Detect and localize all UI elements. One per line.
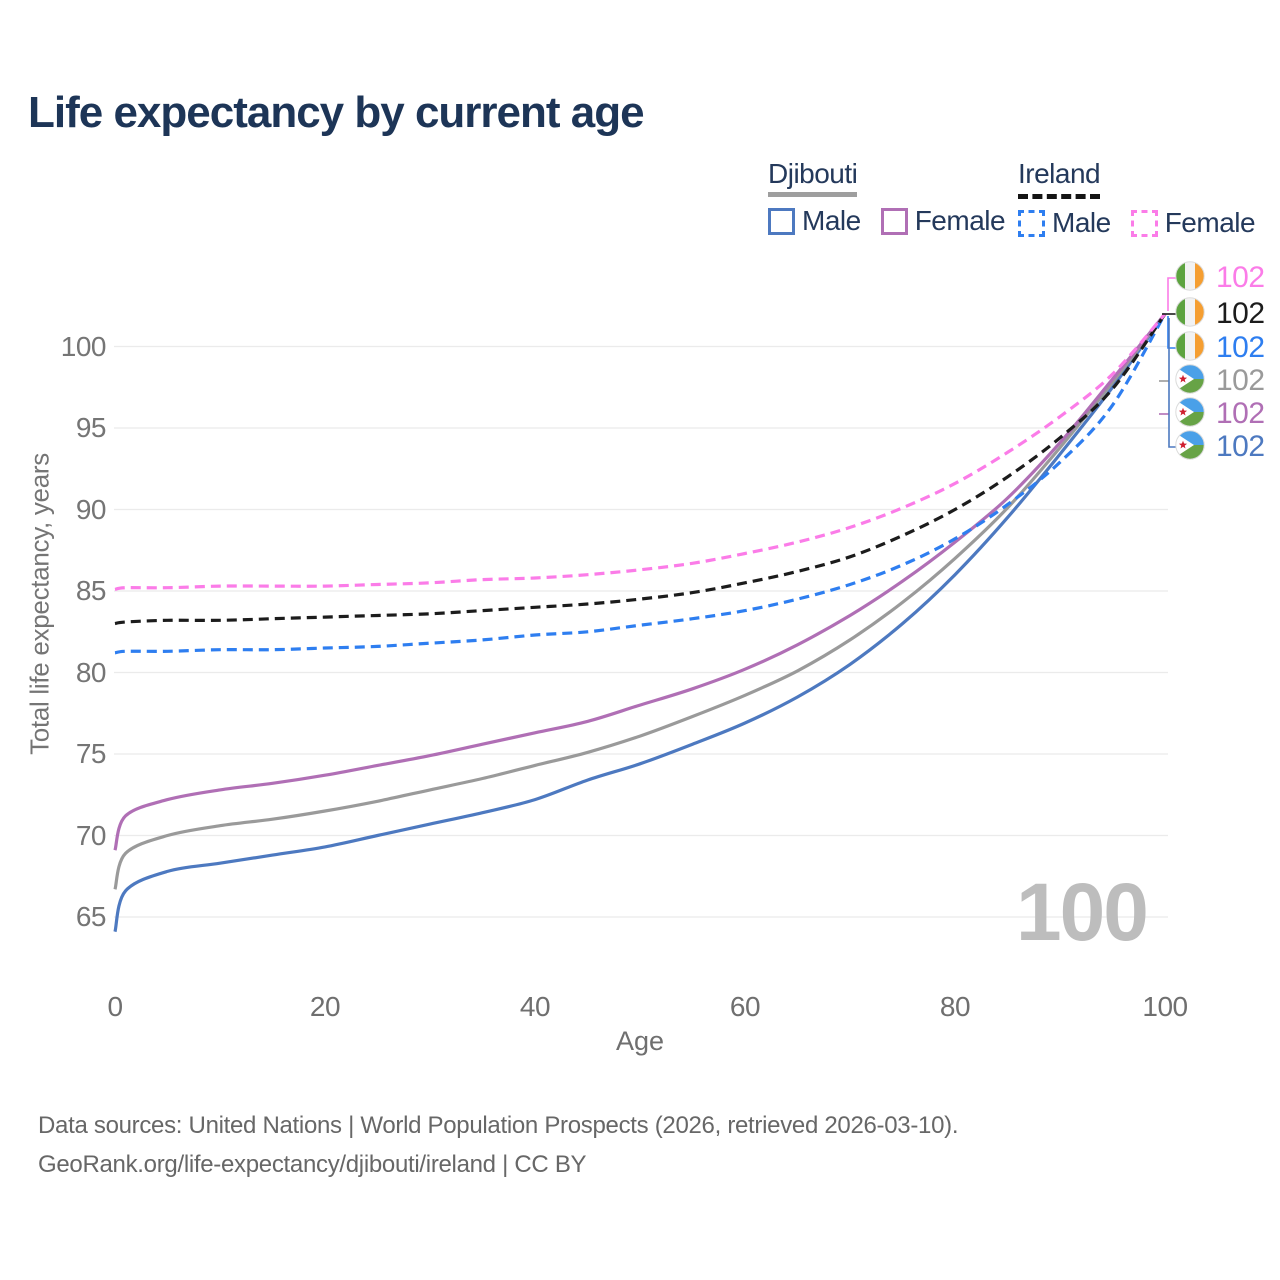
x-tick-20: 20 [309,991,341,1022]
legend-group-ireland: Ireland Male Female [1018,158,1256,239]
end-label-djibouti-both-sexes: 102 [1175,363,1265,399]
legend-item-djibouti-female[interactable]: Female [880,205,1006,237]
y-tick-80: 80 [75,656,107,688]
djibouti-flag-icon [1175,363,1205,399]
x-tick-40: 40 [519,991,551,1022]
legend-country-ireland[interactable]: Ireland [1018,158,1101,199]
x-tick-0: 0 [107,991,123,1022]
legend-item-ireland-female[interactable]: Female [1130,207,1256,239]
legend-item-label: Female [1164,207,1256,238]
series-ireland-female[interactable] [114,312,1167,591]
ireland-flag-icon [1175,330,1205,366]
leader-line-ireland-female [1167,277,1176,311]
legend-item-ireland-male[interactable]: Male [1018,207,1111,239]
end-value: 102 [1216,297,1265,330]
end-value: 102 [1216,430,1265,463]
footer-datasource: Data sources: United Nations | World Pop… [38,1112,959,1139]
legend-swatch-dashed [1130,209,1158,237]
end-label-djibouti-male: 102 [1175,429,1265,465]
legend-group-djibouti: Djibouti Male Female [768,158,1006,237]
ireland-flag-icon [1175,260,1205,296]
legend-item-label: Female [914,205,1006,236]
legend-item-label: Male [1052,207,1111,238]
legend-item-djibouti-male[interactable]: Male [768,205,861,237]
end-value: 102 [1216,331,1265,364]
footer: Data sources: United Nations | World Pop… [38,1106,959,1184]
djibouti-flag-icon [1175,396,1205,432]
legend-item-label: Male [802,205,861,236]
legend-country-label: Ireland [1018,158,1101,189]
end-value: 102 [1216,364,1265,397]
end-label-ireland-both-sexes: 102 [1175,296,1265,332]
age-watermark: 100 [1016,867,1149,958]
y-axis-title: Total life expectancy, years [24,453,55,755]
legend-country-label: Djibouti [768,158,858,189]
y-tick-75: 75 [75,738,107,769]
y-tick-65: 65 [75,901,107,932]
y-tick-100: 100 [60,330,107,362]
legend-country-djibouti[interactable]: Djibouti [768,158,858,197]
legend-swatch-solid [768,207,795,235]
y-tick-70: 70 [75,819,107,851]
x-tick-60: 60 [729,991,761,1022]
x-tick-80: 80 [939,991,971,1022]
end-label-djibouti-female: 102 [1175,396,1265,432]
legend-underline-solid [768,192,858,197]
x-tick-100: 100 [1142,991,1188,1022]
footer-url: GeoRank.org/life-expectancy/djibouti/ire… [38,1151,587,1178]
end-label-ireland-male: 102 [1175,330,1265,366]
leader-line-ireland-male [1167,316,1176,349]
series-djibouti-both-sexes[interactable] [113,312,1167,890]
leader-line-djibouti-male [1168,318,1176,448]
end-value: 102 [1216,397,1265,430]
y-tick-95: 95 [75,412,107,443]
y-tick-90: 90 [75,493,107,525]
ireland-flag-icon [1175,296,1205,332]
series-djibouti-male[interactable] [113,312,1167,933]
end-value: 102 [1216,261,1265,294]
y-tick-85: 85 [75,575,107,606]
legend-swatch-solid [880,207,908,235]
end-label-ireland-female: 102 [1175,260,1265,296]
series-djibouti-female[interactable] [113,312,1167,851]
chart-title: Life expectancy by current age [28,88,645,137]
series-ireland-male[interactable] [114,313,1167,655]
djibouti-flag-icon [1175,429,1205,465]
x-axis-title: Age [615,1026,665,1056]
legend-underline-dashed [1018,194,1101,199]
legend-swatch-dashed [1018,209,1045,237]
series-ireland-both-sexes[interactable] [114,312,1167,626]
